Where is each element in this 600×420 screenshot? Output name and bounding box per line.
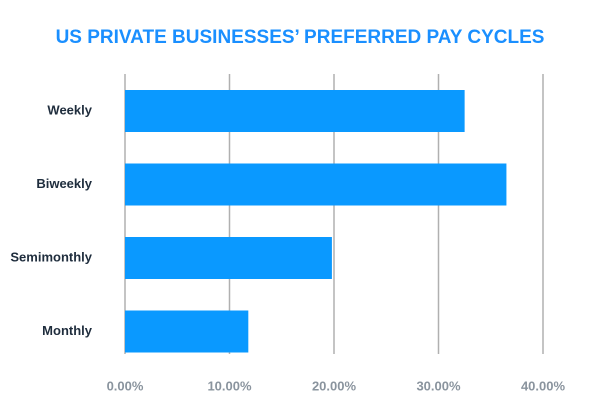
bar [125,310,249,353]
y-tick-label: Semimonthly [10,249,92,264]
x-tick-label: 10.00% [207,378,252,393]
chart-title: US PRIVATE BUSINESSES’ PREFERRED PAY CYC… [56,27,545,48]
x-tick-label: 30.00% [416,378,461,393]
x-tick-label: 40.00% [521,378,566,393]
x-tick-label: 20.00% [312,378,357,393]
x-tick-label: 0.00% [107,378,144,393]
y-tick-label: Weekly [47,102,92,117]
bar [125,163,507,206]
y-tick-label: Biweekly [36,176,92,191]
y-tick-label: Monthly [42,323,93,338]
bar [125,237,332,279]
bar [125,90,465,132]
